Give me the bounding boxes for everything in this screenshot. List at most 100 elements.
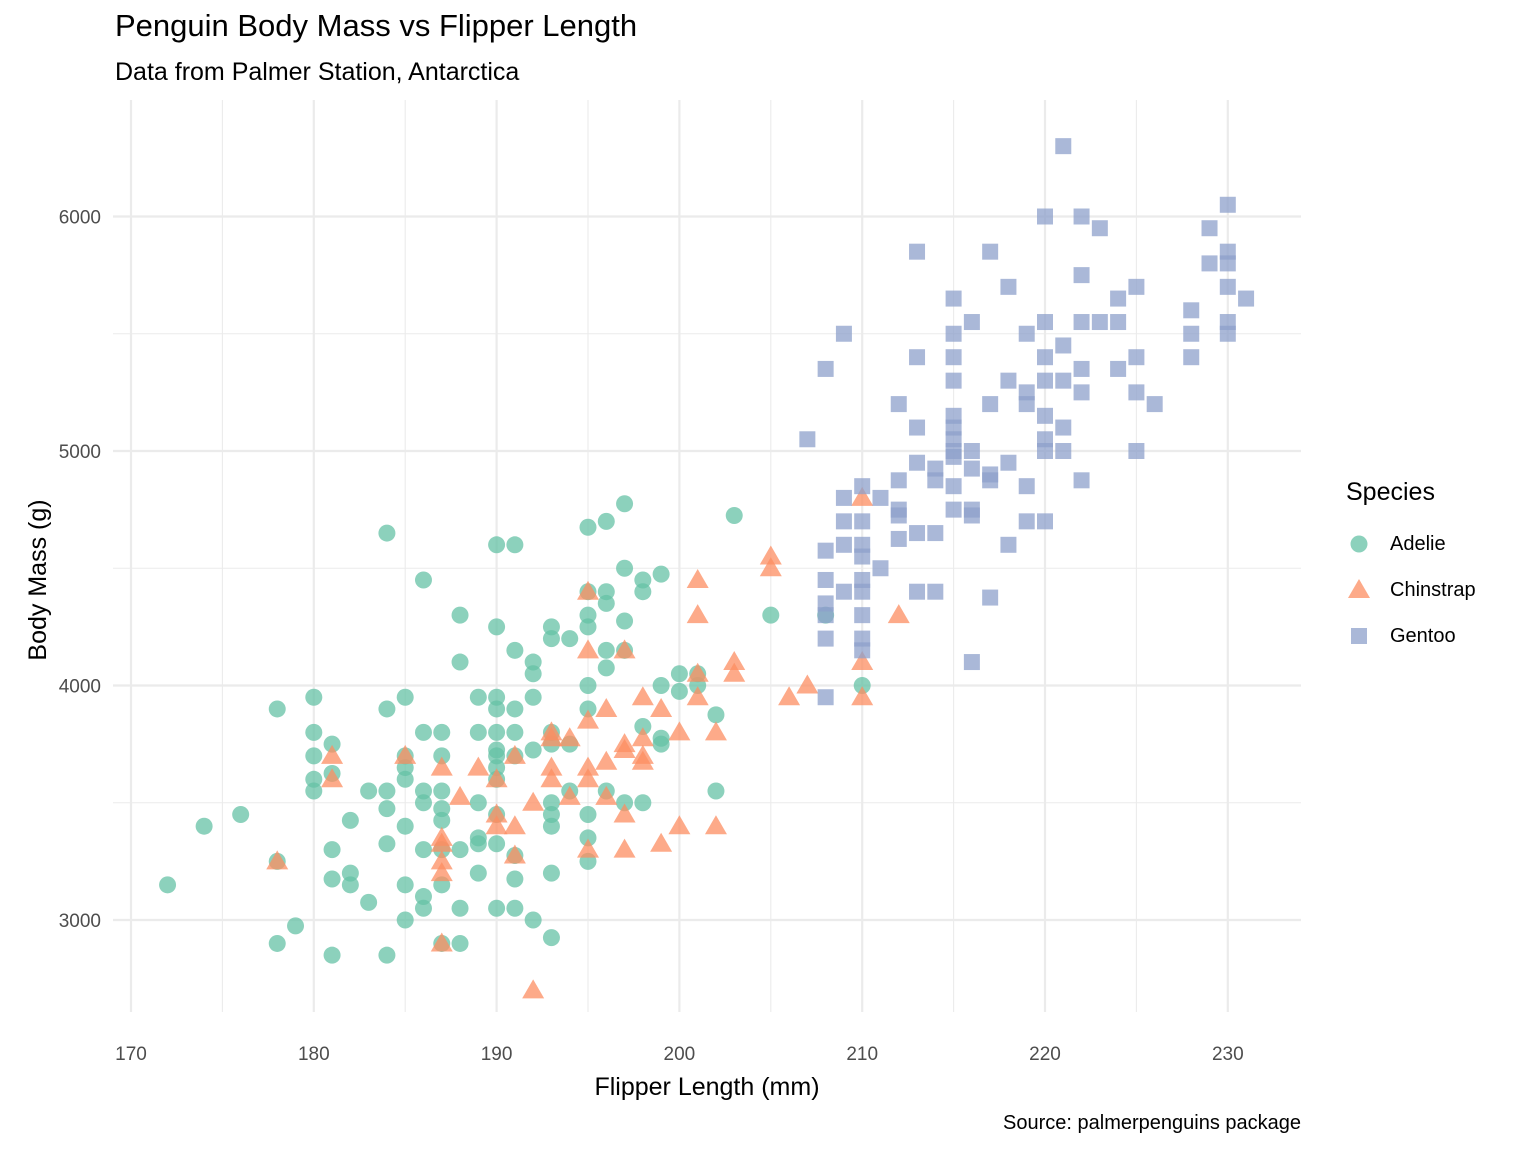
gentoo-point bbox=[909, 583, 926, 600]
adelie-point bbox=[488, 618, 506, 636]
gentoo-point bbox=[1000, 372, 1017, 389]
square-icon bbox=[1351, 628, 1367, 644]
chinstrap-point bbox=[522, 979, 545, 999]
adelie-point bbox=[488, 759, 506, 777]
adelie-point bbox=[707, 782, 725, 800]
y-tick-label: 6000 bbox=[59, 208, 101, 229]
adelie-point bbox=[414, 888, 432, 906]
gentoo-point bbox=[1018, 513, 1035, 530]
adelie-point bbox=[396, 876, 414, 894]
chinstrap-point bbox=[577, 580, 599, 600]
gentoo-point bbox=[1128, 443, 1145, 459]
adelie-point bbox=[524, 911, 542, 929]
adelie-point bbox=[488, 536, 506, 554]
gentoo-point bbox=[927, 583, 944, 600]
adelie-point bbox=[396, 817, 414, 835]
gentoo-point bbox=[963, 443, 980, 459]
adelie-point bbox=[597, 659, 615, 677]
gentoo-point bbox=[1037, 513, 1053, 530]
chinstrap-point bbox=[650, 832, 673, 852]
chinstrap-point bbox=[595, 750, 618, 770]
adelie-point bbox=[670, 665, 688, 683]
chinstrap-point bbox=[577, 756, 599, 776]
gentoo-point bbox=[1055, 443, 1072, 459]
chinstrap-point bbox=[540, 727, 563, 747]
y-tick-label: 3000 bbox=[59, 911, 101, 932]
gentoo-point bbox=[854, 607, 871, 624]
gentoo-point bbox=[945, 372, 962, 389]
adelie-point bbox=[506, 899, 524, 917]
chinstrap-point bbox=[577, 838, 599, 858]
adelie-point bbox=[506, 870, 524, 888]
gentoo-point bbox=[945, 325, 962, 342]
gentoo-point bbox=[909, 454, 926, 471]
adelie-point bbox=[433, 800, 451, 818]
gentoo-point bbox=[927, 525, 944, 542]
gentoo-point bbox=[1183, 302, 1200, 319]
gentoo-point bbox=[1146, 396, 1163, 413]
chinstrap-point bbox=[686, 662, 709, 682]
adelie-point bbox=[542, 794, 560, 812]
legend-item-chinstrap: Chinstrap bbox=[1346, 567, 1476, 613]
gentoo-point bbox=[1128, 349, 1145, 366]
gentoo-point bbox=[872, 489, 889, 506]
gentoo-point bbox=[890, 472, 907, 489]
gentoo-point bbox=[817, 360, 834, 377]
gentoo-point bbox=[1000, 536, 1017, 553]
adelie-point bbox=[488, 835, 506, 853]
adelie-point bbox=[159, 876, 177, 894]
adelie-point bbox=[853, 677, 871, 694]
adelie-point bbox=[652, 677, 670, 694]
adelie-point bbox=[414, 723, 432, 741]
adelie-point bbox=[323, 735, 341, 753]
gentoo-point bbox=[1055, 419, 1072, 436]
gentoo-point bbox=[945, 349, 962, 366]
adelie-point bbox=[451, 841, 469, 859]
gentoo-point bbox=[817, 571, 834, 588]
gentoo-point bbox=[835, 325, 852, 342]
legend-item-gentoo: Gentoo bbox=[1346, 613, 1476, 659]
adelie-point bbox=[616, 794, 634, 812]
chinstrap-point bbox=[778, 686, 801, 706]
chinstrap-point bbox=[686, 604, 709, 624]
gentoo-point bbox=[817, 689, 834, 706]
chinstrap-point bbox=[503, 744, 526, 764]
gentoo-point bbox=[1110, 290, 1127, 307]
adelie-point bbox=[305, 688, 323, 706]
adelie-point bbox=[561, 630, 579, 648]
gentoo-point bbox=[1073, 267, 1090, 284]
adelie-point bbox=[542, 630, 560, 648]
gentoo-point bbox=[854, 548, 871, 565]
adelie-point bbox=[579, 805, 597, 823]
x-axis-title: Flipper Length (mm) bbox=[594, 1073, 819, 1101]
gentoo-point bbox=[982, 396, 999, 413]
adelie-point bbox=[414, 794, 432, 812]
gentoo-point bbox=[1110, 314, 1127, 331]
adelie-point bbox=[542, 805, 560, 823]
gentoo-point bbox=[1128, 384, 1145, 401]
adelie-point bbox=[195, 817, 213, 835]
chinstrap-point bbox=[449, 785, 472, 805]
chinstrap-point bbox=[503, 815, 526, 835]
chinstrap-point bbox=[577, 768, 599, 788]
chinstrap-point bbox=[467, 756, 490, 776]
adelie-point bbox=[414, 782, 432, 800]
chinstrap-point bbox=[631, 727, 654, 747]
triangle-icon bbox=[1348, 579, 1370, 598]
legend-key-adelie bbox=[1346, 529, 1390, 559]
chinstrap-point bbox=[723, 662, 746, 682]
legend: Species Adelie Chinstrap Gentoo bbox=[1346, 478, 1476, 659]
legend-key-gentoo bbox=[1346, 621, 1390, 651]
chinstrap-point bbox=[540, 756, 563, 776]
gentoo-point bbox=[1037, 314, 1053, 331]
y-axis-title: Body Mass (g) bbox=[24, 499, 52, 660]
adelie-point bbox=[414, 899, 432, 917]
chinstrap-point bbox=[394, 744, 417, 764]
adelie-point bbox=[597, 583, 615, 601]
chinstrap-point bbox=[851, 651, 874, 671]
adelie-point bbox=[542, 817, 560, 835]
gentoo-point bbox=[799, 431, 816, 448]
chinstrap-point bbox=[759, 545, 782, 565]
adelie-point bbox=[506, 700, 524, 718]
x-tick-label: 190 bbox=[481, 1044, 513, 1065]
